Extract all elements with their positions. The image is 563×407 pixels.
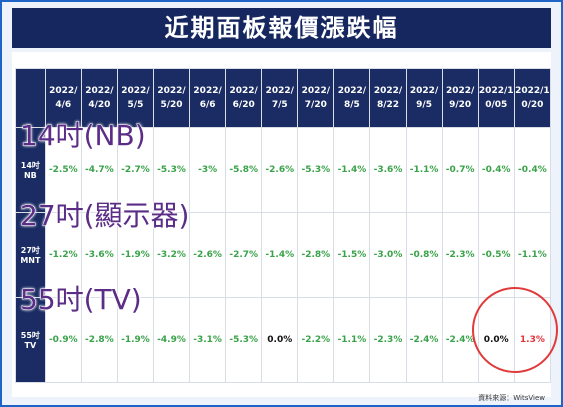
column-header: 2022/7/5 bbox=[261, 68, 299, 128]
cell: -0.4% bbox=[477, 127, 515, 213]
source: 資料來源：WitsView bbox=[478, 394, 545, 402]
cell: -0.4% bbox=[513, 127, 552, 213]
title: 近期面板報價漲跌幅 bbox=[12, 8, 551, 48]
cell: -1.4% bbox=[333, 127, 371, 213]
column-header: 2022/5/5 bbox=[116, 68, 154, 128]
overlay-label: 14吋(NB) bbox=[20, 119, 147, 153]
cell: -2.4% bbox=[405, 297, 443, 383]
cell: -3.0% bbox=[369, 212, 407, 298]
column-header: 2022/6/20 bbox=[225, 68, 263, 128]
cell: -1.4% bbox=[261, 212, 299, 298]
overlay-label: 55吋(TV) bbox=[20, 283, 143, 317]
cell: -5.3% bbox=[152, 127, 191, 213]
row-label: 27吋 MNT bbox=[15, 212, 46, 298]
column-header: 2022/10/05 bbox=[477, 68, 515, 128]
column-header: 2022/9/20 bbox=[441, 68, 479, 128]
column-header: 2022/10/20 bbox=[513, 68, 552, 128]
cell: -1.5% bbox=[333, 212, 371, 298]
table: 2022/4/6 2022/4/20 2022/5/5 2022/5/20 2022/6… bbox=[15, 68, 552, 383]
cell: -3.6% bbox=[80, 212, 118, 298]
cell: -2.8% bbox=[80, 297, 118, 383]
cell: -2.3% bbox=[369, 297, 407, 383]
cell: -1.2% bbox=[44, 212, 82, 298]
cell: -2.7% bbox=[225, 212, 263, 298]
highlight-circle bbox=[472, 287, 558, 373]
cell: -1.1% bbox=[513, 212, 552, 298]
table-panel: 2022/4/6 2022/4/20 2022/5/5 2022/5/20 2022/6… bbox=[12, 52, 552, 397]
cell: -2.2% bbox=[297, 297, 335, 383]
cell: -5.8% bbox=[225, 127, 263, 213]
cell: -1.9% bbox=[116, 297, 154, 383]
corner bbox=[15, 68, 46, 128]
cell: -2.5% bbox=[44, 127, 82, 213]
column-header: 2022/8/22 bbox=[369, 68, 407, 128]
column-header: 2022/5/20 bbox=[152, 68, 191, 128]
column-header: 2022/7/20 bbox=[297, 68, 335, 128]
row-label: 55吋 TV bbox=[15, 297, 46, 383]
cell: -3.6% bbox=[369, 127, 407, 213]
cell: 0.0% bbox=[261, 297, 299, 383]
cell: -0.7% bbox=[441, 127, 479, 213]
header-row: 2022/4/6 2022/4/20 2022/5/5 2022/5/20 2022/6… bbox=[15, 68, 552, 128]
cell: -3.1% bbox=[189, 297, 227, 383]
cell: -1.1% bbox=[405, 127, 443, 213]
column-header: 2022/6/6 bbox=[189, 68, 227, 128]
column-header: 2022/8/5 bbox=[333, 68, 371, 128]
cell: -3.2% bbox=[152, 212, 191, 298]
row-label: 14吋 NB bbox=[15, 127, 46, 213]
cell: -4.9% bbox=[152, 297, 191, 383]
cell: -5.3% bbox=[297, 127, 335, 213]
cell: -4.7% bbox=[80, 127, 118, 213]
cell: -5.3% bbox=[225, 297, 263, 383]
cell: -2.8% bbox=[297, 212, 335, 298]
cell: -0.5% bbox=[477, 212, 515, 298]
cell: -0.8% bbox=[405, 212, 443, 298]
row: 27吋 MNT -1.2% -3.6% -1.9% -3.2% -2.6% -2.7% -1.… bbox=[15, 212, 552, 298]
overlay-label: 27吋(顯示器) bbox=[19, 199, 190, 233]
cell: -2.6% bbox=[189, 212, 227, 298]
cell: -3% bbox=[189, 127, 227, 213]
cell: -2.3% bbox=[441, 212, 479, 298]
column-header: 2022/9/5 bbox=[405, 68, 443, 128]
cell: -1.1% bbox=[333, 297, 371, 383]
cell: -2.6% bbox=[261, 127, 299, 213]
